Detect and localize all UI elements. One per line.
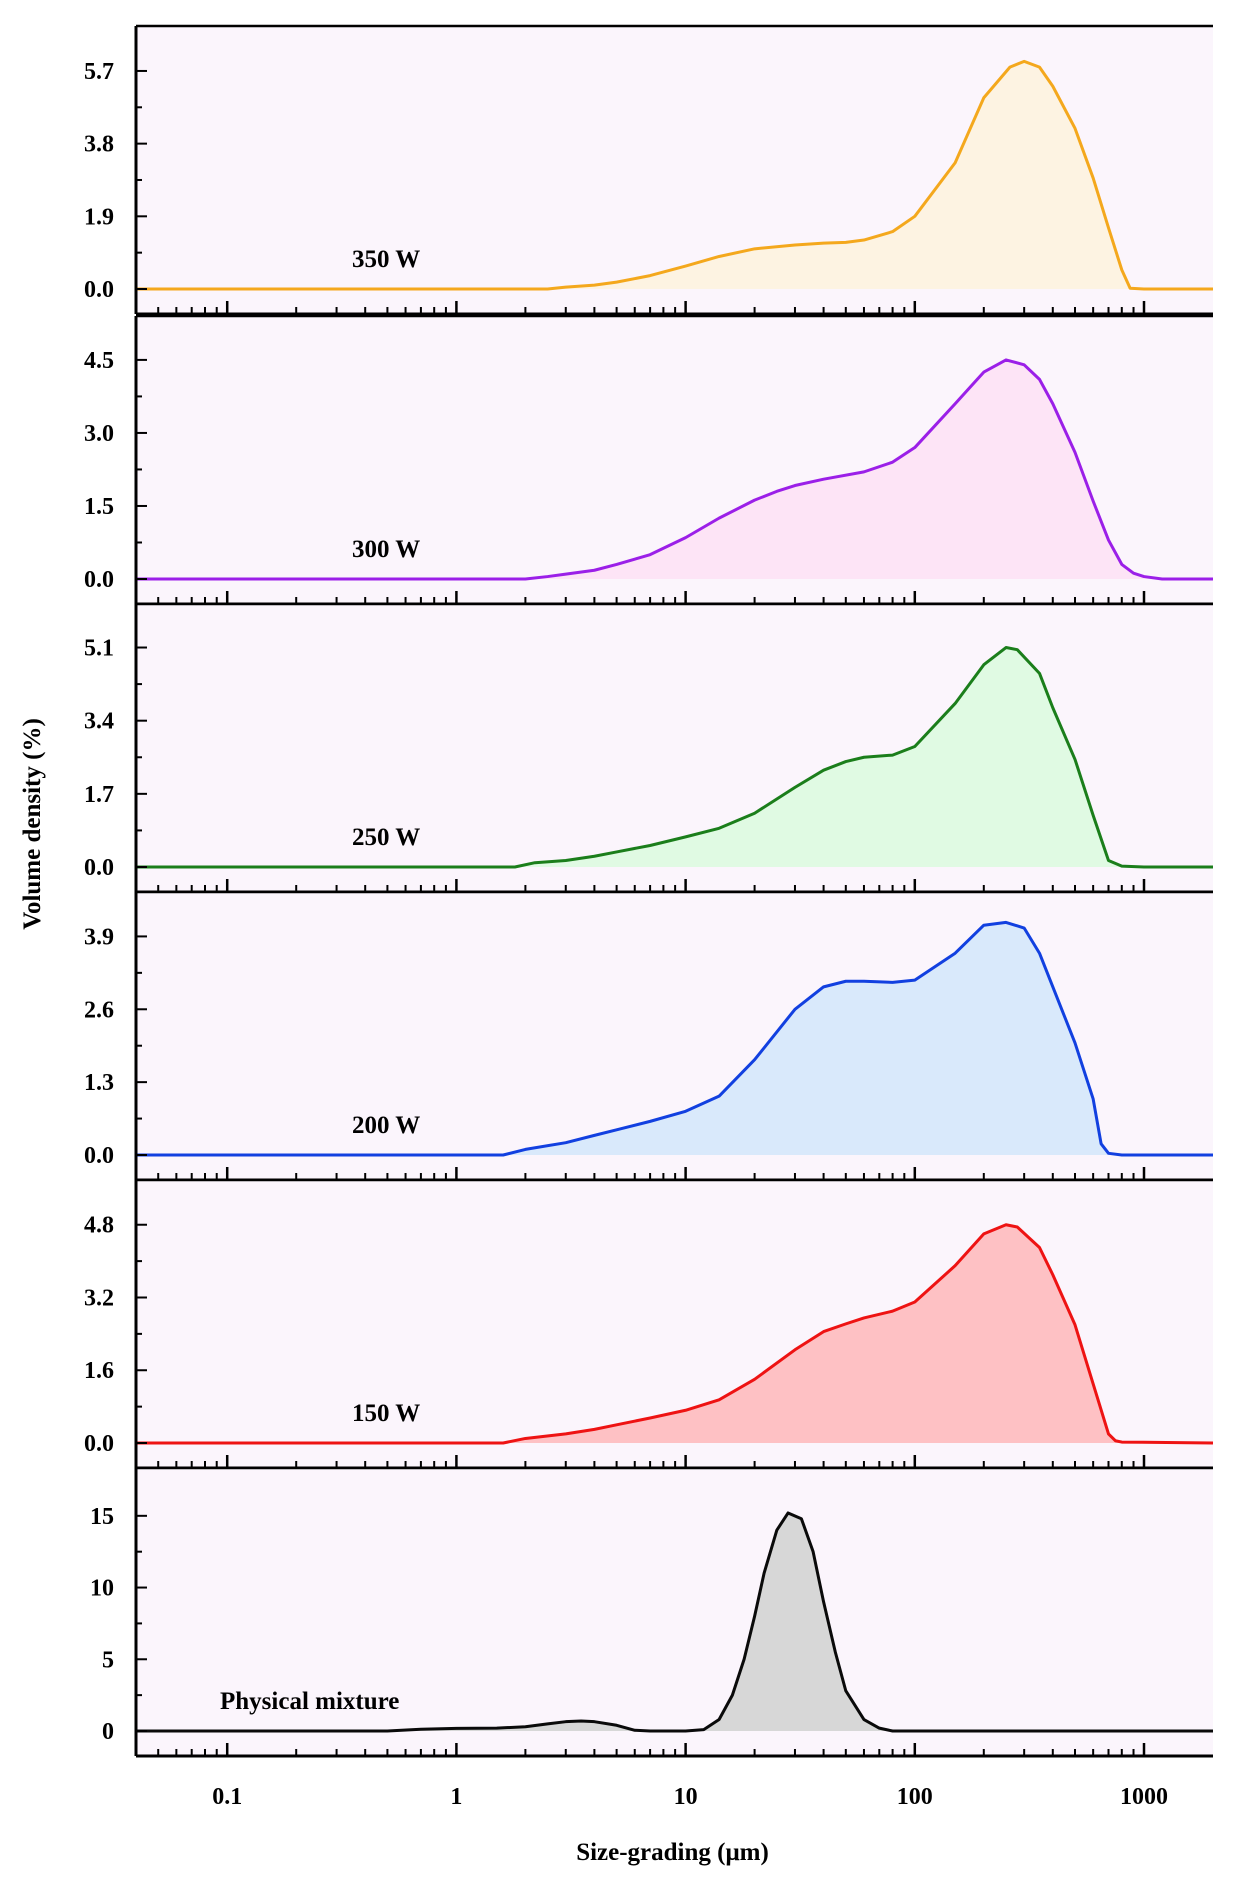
y-tick-label: 1.3	[84, 1070, 114, 1096]
y-tick-label: 4.8	[84, 1213, 114, 1239]
panel-background	[136, 1468, 1213, 1756]
series-area	[136, 647, 1213, 867]
panel-physical-mixture: 0 5 10 15 Physical mixture	[90, 1466, 1213, 1758]
series-line	[136, 646, 1213, 869]
series-line	[136, 1511, 1213, 1733]
panel-150-w: 0.0 1.6 3.2 4.8 150 W	[84, 1178, 1214, 1470]
series-area	[136, 359, 1213, 579]
x-axis-title: Size-grading (μm)	[576, 1839, 769, 1866]
y-tick-label: 1.7	[84, 782, 114, 808]
y-tick-label: 5.1	[84, 636, 114, 662]
y-tick-label: 0	[102, 1719, 114, 1745]
y-tick-label: 0.0	[84, 855, 114, 881]
y-tick-label: 3.0	[84, 421, 114, 447]
panel-350-w: 0.0 1.9 3.8 5.7 350 W	[84, 24, 1213, 316]
y-tick-label: 0.0	[84, 567, 114, 593]
y-tick-label: 3.4	[84, 709, 114, 735]
y-tick-label: 5	[102, 1647, 114, 1673]
series-label: 350 W	[352, 246, 420, 273]
y-tick-label: 0.0	[84, 1431, 114, 1457]
y-tick-label: 15	[90, 1504, 114, 1530]
series-area	[136, 61, 1213, 289]
y-tick-label: 3.9	[84, 924, 114, 950]
y-tick-label: 5.7	[84, 59, 114, 85]
y-tick-label: 4.5	[84, 348, 114, 374]
y-axis-title: Volume density (%)	[19, 718, 46, 930]
series-line	[136, 1223, 1214, 1445]
series-label: 200 W	[352, 1112, 420, 1139]
y-tick-label: 3.2	[84, 1285, 114, 1311]
y-tick-label: 1.6	[84, 1358, 114, 1384]
series-line	[136, 920, 1213, 1157]
y-tick-label: 1.9	[84, 204, 114, 230]
series-label: 250 W	[352, 824, 420, 851]
series-area	[136, 1224, 1213, 1443]
y-tick-label: 3.8	[84, 132, 114, 158]
x-tick-label: 0.1	[212, 1784, 242, 1810]
panel-250-w: 0.0 1.7 3.4 5.1 250 W	[84, 602, 1213, 894]
series-line	[136, 358, 1213, 581]
y-tick-label: 1.5	[84, 494, 114, 520]
y-tick-label: 0.0	[84, 277, 114, 303]
series-label: 300 W	[352, 536, 420, 563]
x-tick-label: 100	[897, 1784, 933, 1810]
x-tick-label: 1000	[1120, 1784, 1168, 1810]
x-tick-label: 1	[450, 1784, 462, 1810]
y-tick-label: 0.0	[84, 1143, 114, 1169]
series-label: Physical mixture	[220, 1688, 399, 1715]
series-area	[136, 922, 1213, 1155]
panel-300-w: 0.0 1.5 3.0 4.5 300 W	[84, 314, 1213, 606]
series-line	[136, 59, 1213, 291]
series-label: 150 W	[352, 1400, 420, 1427]
panel-200-w: 0.0 1.3 2.6 3.9 200 W	[84, 890, 1213, 1182]
y-tick-label: 10	[90, 1576, 114, 1602]
y-tick-label: 2.6	[84, 997, 114, 1023]
x-tick-label: 10	[674, 1784, 698, 1810]
